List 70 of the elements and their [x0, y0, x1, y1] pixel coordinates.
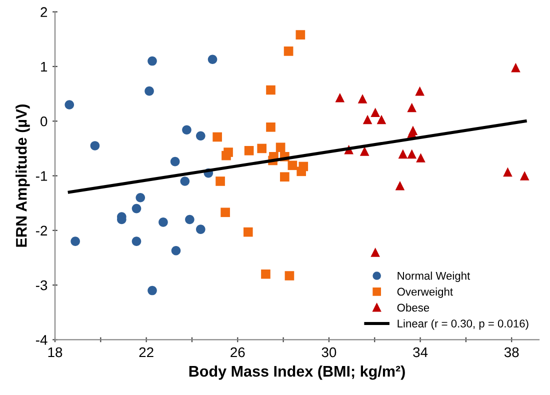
point [132, 204, 142, 214]
point [284, 46, 294, 56]
point [520, 171, 530, 180]
point [220, 208, 230, 218]
point [144, 86, 154, 96]
y-tick-label: -4 [36, 335, 48, 345]
point [280, 172, 290, 182]
y-axis-title: ERN Amplitude (µV) [16, 104, 30, 247]
point [370, 108, 380, 118]
y-tick-label: 0 [40, 116, 48, 126]
point [360, 146, 370, 156]
point [416, 153, 426, 162]
point [148, 286, 157, 296]
point [370, 248, 380, 257]
y-tick-label: -3 [36, 280, 48, 290]
point [511, 62, 520, 72]
x-tick-label: 26 [230, 347, 245, 358]
x-tick-label: 38 [504, 347, 519, 358]
point [208, 54, 218, 64]
legend-label: Linear (r = 0.30, p = 0.016) [398, 319, 528, 330]
point [276, 142, 286, 152]
point [171, 246, 181, 256]
point [358, 94, 368, 104]
point [266, 122, 276, 132]
point [261, 269, 270, 279]
point [185, 214, 194, 224]
y-tick-label: 1 [41, 62, 48, 72]
point [296, 30, 306, 40]
y-tick-label: -1 [36, 171, 48, 181]
point [196, 224, 206, 234]
point [257, 144, 266, 154]
point [266, 85, 276, 95]
point [335, 92, 345, 102]
point [407, 149, 416, 159]
point [298, 162, 308, 172]
point [136, 192, 146, 202]
point [90, 141, 100, 150]
point [180, 176, 190, 186]
x-tick-label: 34 [413, 347, 428, 358]
point [503, 167, 512, 177]
point [395, 180, 405, 190]
point [212, 132, 222, 142]
y-tick-label: -2 [36, 226, 48, 236]
point [132, 236, 142, 246]
point [362, 114, 372, 124]
point [170, 156, 180, 166]
legend-label: Normal Weight [398, 272, 470, 282]
point [398, 149, 408, 159]
point [158, 218, 168, 227]
point [222, 150, 231, 160]
legend-label: Overweight [397, 288, 453, 298]
x-tick-label: 22 [139, 347, 154, 358]
point [243, 227, 253, 237]
point [64, 100, 74, 110]
point [182, 125, 192, 135]
x-tick-label: 18 [48, 347, 62, 358]
point [148, 56, 157, 66]
legend-label: Obese [397, 303, 430, 312]
x-tick-label: 30 [322, 347, 336, 358]
point [196, 131, 206, 141]
point [415, 86, 424, 96]
y-tick-label: 2 [40, 7, 48, 17]
point [244, 146, 254, 156]
x-axis-title: Body Mass Index (BMI; kg/m²) [189, 365, 405, 380]
point [288, 160, 298, 170]
point [284, 271, 294, 280]
point [376, 114, 386, 124]
point [216, 176, 225, 186]
point [407, 102, 416, 112]
point [70, 236, 80, 246]
